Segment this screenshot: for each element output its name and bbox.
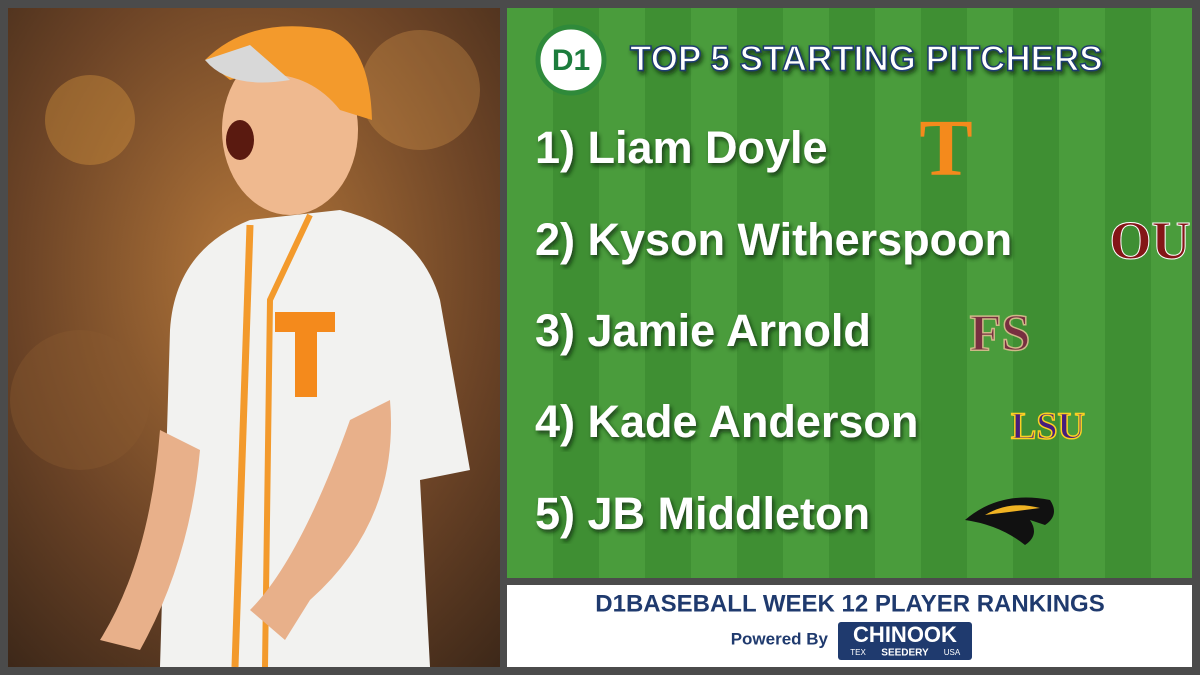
- field: [507, 8, 1192, 578]
- team-logo: LSU: [1011, 406, 1085, 448]
- team-logo: FS: [970, 305, 1031, 362]
- field-stripe: [599, 8, 645, 578]
- sponsor-text: TEX: [850, 648, 866, 657]
- field-stripe: [967, 8, 1013, 578]
- team-logo: [965, 497, 1054, 545]
- player-photo: [8, 8, 500, 668]
- field-stripe: [1151, 8, 1192, 578]
- ranking: 5) JB Middleton: [535, 488, 870, 539]
- field-stripe: [783, 8, 829, 578]
- team-logo: T: [919, 104, 972, 192]
- team-logo: OU: [1110, 210, 1191, 270]
- field-stripe: [691, 8, 737, 578]
- field-stripe: [1059, 8, 1105, 578]
- field-stripe: [875, 8, 921, 578]
- title: TOP 5 STARTING PITCHERS: [630, 39, 1103, 78]
- ranking: 2) Kyson Witherspoon: [535, 214, 1012, 265]
- field-stripe: [507, 8, 553, 578]
- sponsor-name: CHINOOK: [853, 622, 957, 647]
- d1-logo: D1: [535, 24, 607, 96]
- sponsor-text: SEEDERY: [881, 648, 929, 659]
- sponsor-text: USA: [944, 648, 961, 657]
- powered-by: Powered By: [731, 629, 829, 648]
- ranking: 4) Kade Anderson: [535, 396, 918, 447]
- ranking: 3) Jamie Arnold: [535, 305, 871, 356]
- sponsor-logo: [838, 622, 972, 660]
- footer-title: D1BASEBALL WEEK 12 PLAYER RANKINGS: [595, 590, 1104, 617]
- logo-text: D1: [552, 44, 590, 77]
- ranking: 1) Liam Doyle: [535, 122, 828, 173]
